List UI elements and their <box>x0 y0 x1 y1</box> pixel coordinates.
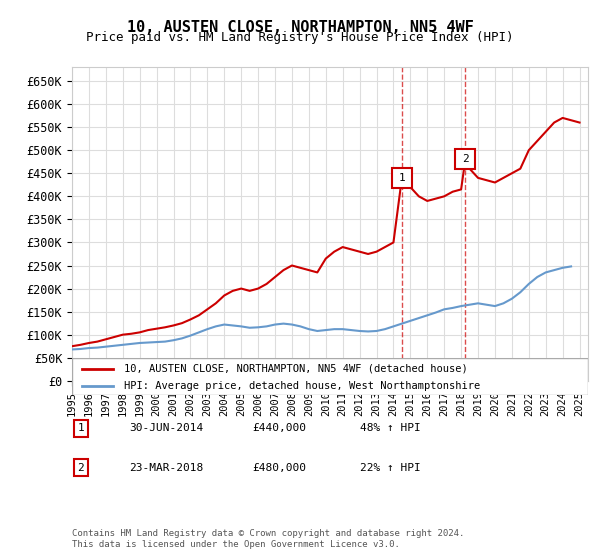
Text: £440,000: £440,000 <box>252 423 306 433</box>
Text: 2: 2 <box>77 463 85 473</box>
Text: HPI: Average price, detached house, West Northamptonshire: HPI: Average price, detached house, West… <box>124 381 480 391</box>
FancyBboxPatch shape <box>72 358 588 395</box>
Text: Contains HM Land Registry data © Crown copyright and database right 2024.
This d: Contains HM Land Registry data © Crown c… <box>72 529 464 549</box>
Text: £480,000: £480,000 <box>252 463 306 473</box>
Text: 2: 2 <box>462 155 469 165</box>
Text: Price paid vs. HM Land Registry's House Price Index (HPI): Price paid vs. HM Land Registry's House … <box>86 31 514 44</box>
Text: 30-JUN-2014: 30-JUN-2014 <box>129 423 203 433</box>
Text: 1: 1 <box>77 423 85 433</box>
Text: 10, AUSTEN CLOSE, NORTHAMPTON, NN5 4WF (detached house): 10, AUSTEN CLOSE, NORTHAMPTON, NN5 4WF (… <box>124 363 467 374</box>
Text: 23-MAR-2018: 23-MAR-2018 <box>129 463 203 473</box>
Text: 1: 1 <box>398 173 405 183</box>
Text: 22% ↑ HPI: 22% ↑ HPI <box>360 463 421 473</box>
Text: 48% ↑ HPI: 48% ↑ HPI <box>360 423 421 433</box>
Text: 10, AUSTEN CLOSE, NORTHAMPTON, NN5 4WF: 10, AUSTEN CLOSE, NORTHAMPTON, NN5 4WF <box>127 20 473 35</box>
